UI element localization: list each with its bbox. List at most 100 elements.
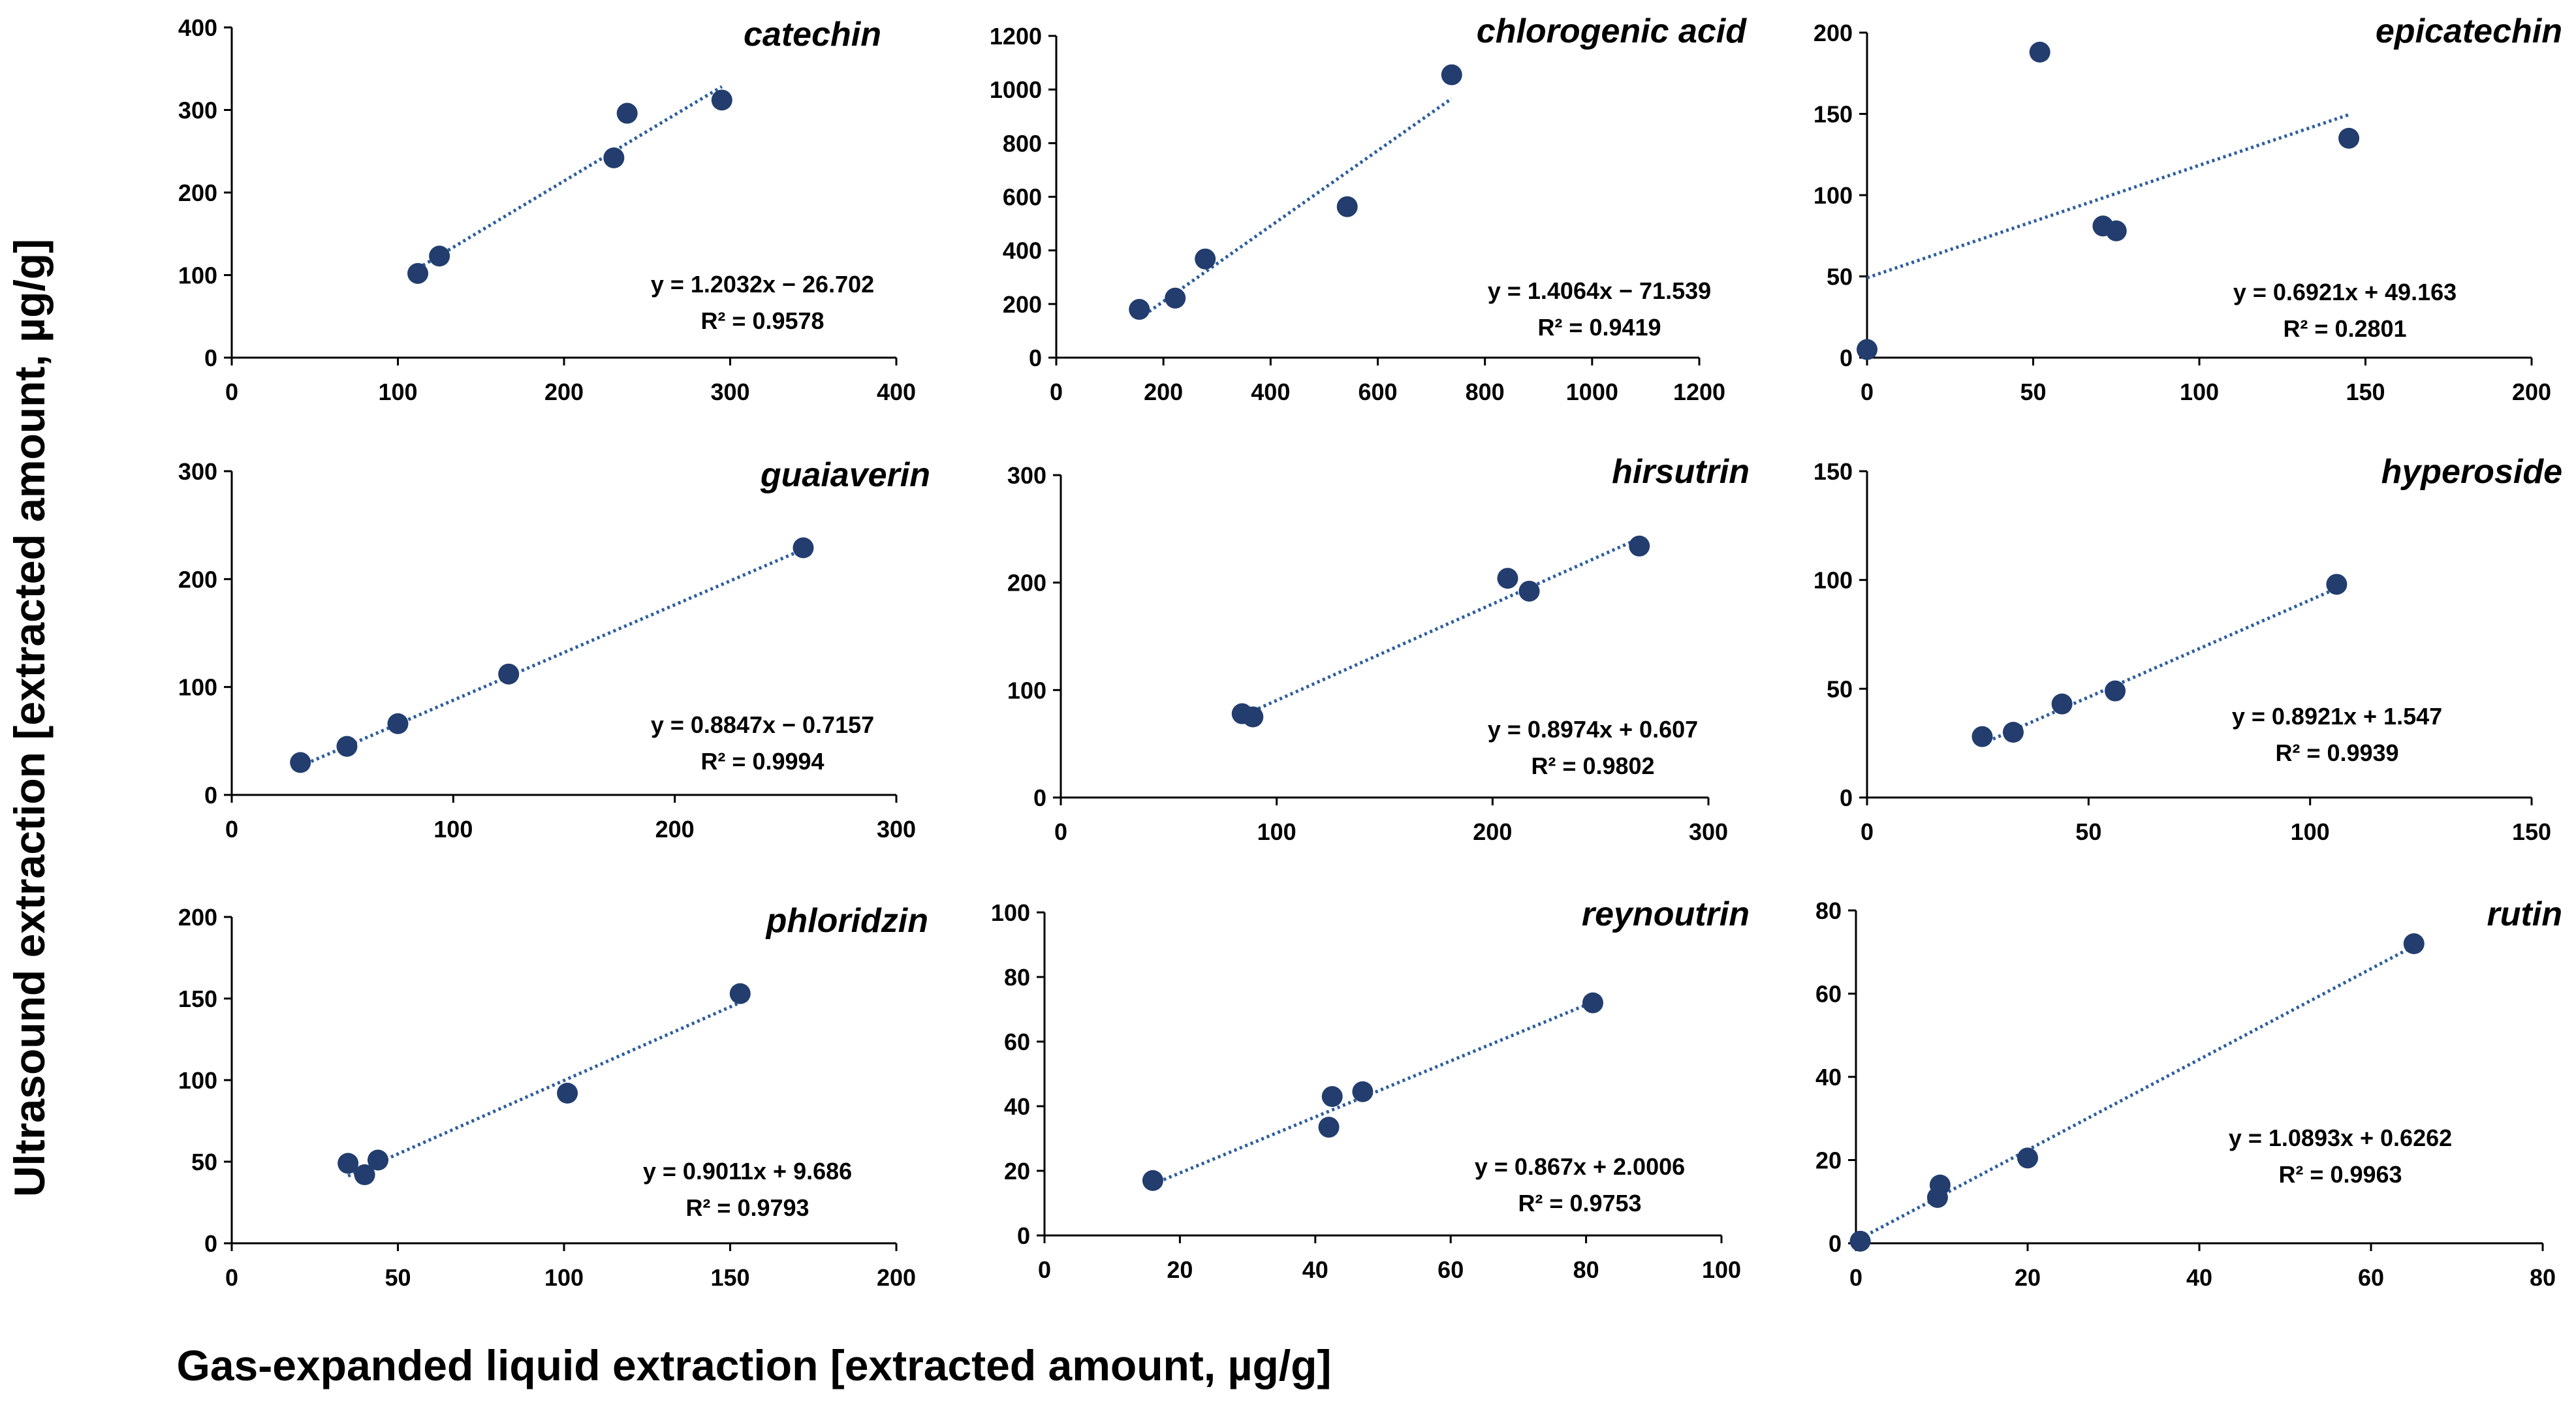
data-point xyxy=(2105,680,2126,702)
y-tick-label: 0 xyxy=(1829,1230,1842,1257)
data-point xyxy=(1318,1117,1340,1138)
chart-title: guaiaverin xyxy=(760,456,930,494)
r-squared-label: R² = 0.9939 xyxy=(2275,739,2398,766)
x-tick-label: 80 xyxy=(2530,1264,2556,1291)
y-tick-label: 100 xyxy=(178,674,217,701)
data-point xyxy=(603,147,625,168)
x-tick-label: 0 xyxy=(225,1264,238,1291)
y-tick-label: 0 xyxy=(1017,1222,1030,1249)
x-tick-label: 0 xyxy=(1861,818,1874,845)
x-tick-label: 100 xyxy=(1702,1256,1741,1283)
x-tick-label: 100 xyxy=(2180,379,2219,405)
x-tick-label: 200 xyxy=(2512,379,2551,405)
x-tick-label: 50 xyxy=(385,1264,411,1291)
x-tick-label: 1200 xyxy=(1673,379,1725,405)
x-tick-label: 60 xyxy=(1437,1256,1464,1283)
trendline xyxy=(1241,536,1641,718)
y-tick-label: 150 xyxy=(178,985,217,1012)
y-tick-label: 200 xyxy=(1007,570,1046,597)
data-point xyxy=(2105,220,2127,241)
chart-hirsutrin: 0 100 200 300 0 100 200 300 hirsutrin y = 0.8974x… xyxy=(1007,453,1750,845)
data-point xyxy=(557,1083,578,1104)
chart-title: reynoutrin xyxy=(1582,895,1750,933)
y-tick-label: 60 xyxy=(1004,1029,1030,1055)
chart-title: hirsutrin xyxy=(1612,453,1750,491)
x-tick-label: 200 xyxy=(655,816,695,843)
chart-rutin: 0 20 40 60 80 0 20 40 60 80 rutin y = 1.0893x + 0.6… xyxy=(1815,895,2562,1291)
data-point xyxy=(1849,1230,1871,1252)
data-point xyxy=(1629,535,1650,557)
x-tick-label: 60 xyxy=(2358,1264,2384,1291)
y-tick-label: 0 xyxy=(1840,345,1853,371)
data-point xyxy=(407,262,429,284)
trendline-equation: y = 0.6921x + 49.163 xyxy=(2233,279,2457,305)
x-tick-label: 100 xyxy=(2291,818,2330,845)
x-tick-label: 150 xyxy=(710,1264,749,1291)
data-point xyxy=(2029,41,2050,63)
data-point xyxy=(336,736,358,757)
r-squared-label: R² = 0.9802 xyxy=(1531,752,1654,779)
trendline xyxy=(1859,944,2415,1240)
data-point xyxy=(429,245,450,267)
trendline-equation: y = 1.4064x − 71.539 xyxy=(1488,277,1711,304)
r-squared-label: R² = 0.9963 xyxy=(2278,1161,2402,1188)
y-tick-label: 50 xyxy=(1827,264,1853,290)
x-tick-label: 300 xyxy=(877,816,916,843)
y-axis-label: Ultrasound extraction [extracted amount,… xyxy=(5,239,54,1197)
r-squared-label: R² = 0.9578 xyxy=(700,307,824,334)
x-tick-label: 100 xyxy=(544,1264,584,1291)
trendline xyxy=(347,1000,741,1178)
trendline xyxy=(1138,97,1453,320)
y-tick-label: 100 xyxy=(1814,567,1853,594)
trendline-equation: y = 0.8921x + 1.547 xyxy=(2232,703,2442,730)
data-point xyxy=(1352,1081,1374,1102)
x-tick-label: 50 xyxy=(2020,379,2046,405)
x-tick-label: 0 xyxy=(225,379,238,405)
x-tick-label: 100 xyxy=(378,379,417,405)
data-point xyxy=(498,663,520,685)
y-tick-label: 200 xyxy=(178,566,217,593)
data-point xyxy=(2017,1147,2038,1169)
data-point xyxy=(1142,1170,1163,1191)
y-tick-label: 200 xyxy=(1814,20,1853,46)
r-squared-label: R² = 0.9419 xyxy=(1537,314,1661,341)
chart-reynoutrin: 0 20 40 60 80 100 0 20 40 60 80 100 reynoutrin y = 0.… xyxy=(991,895,1750,1283)
x-tick-label: 50 xyxy=(2075,818,2101,845)
data-point xyxy=(2338,127,2360,149)
trendline-equation: y = 1.0893x + 0.6262 xyxy=(2229,1124,2452,1151)
x-axis-label: Gas-expanded liquid extraction [extracte… xyxy=(177,1341,1332,1389)
data-point xyxy=(711,89,732,111)
trendline xyxy=(416,85,723,270)
y-tick-label: 300 xyxy=(178,97,217,124)
y-tick-label: 0 xyxy=(1840,784,1853,811)
x-tick-label: 300 xyxy=(710,379,749,405)
trendline-equation: y = 1.2032x − 26.702 xyxy=(651,271,874,298)
x-tick-label: 0 xyxy=(1849,1264,1862,1291)
y-tick-label: 200 xyxy=(178,179,217,206)
y-tick-label: 50 xyxy=(1827,675,1853,702)
y-tick-label: 150 xyxy=(1814,101,1853,128)
data-point xyxy=(1441,64,1462,85)
y-tick-label: 400 xyxy=(178,14,217,41)
y-tick-label: 100 xyxy=(178,262,217,289)
x-tick-label: 200 xyxy=(877,1264,916,1291)
x-tick-label: 100 xyxy=(433,816,473,843)
x-tick-label: 200 xyxy=(1473,818,1512,845)
y-tick-label: 80 xyxy=(1815,897,1842,924)
data-point xyxy=(1321,1086,1343,1108)
chart-hyperoside: 0 50 100 150 0 50 100 150 hyperoside y = 0.8921x … xyxy=(1814,453,2562,845)
data-point xyxy=(338,1153,359,1174)
x-tick-label: 40 xyxy=(2186,1264,2212,1291)
data-point xyxy=(729,983,751,1004)
trendline-equation: y = 0.8974x + 0.607 xyxy=(1488,716,1698,743)
y-tick-label: 400 xyxy=(1003,238,1042,264)
x-tick-label: 0 xyxy=(1038,1256,1051,1283)
chart-title: rutin xyxy=(2487,895,2562,933)
data-point xyxy=(2326,574,2348,595)
data-point xyxy=(290,752,311,773)
y-tick-label: 100 xyxy=(991,899,1030,926)
trendline-equation: y = 0.9011x + 9.686 xyxy=(643,1158,852,1185)
x-tick-label: 100 xyxy=(1257,818,1296,845)
data-point xyxy=(1497,568,1518,589)
